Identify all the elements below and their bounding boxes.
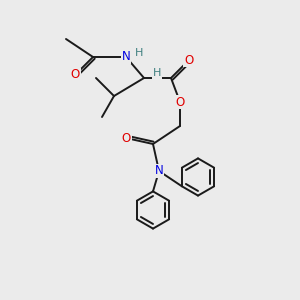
Text: N: N bbox=[154, 164, 164, 178]
Text: N: N bbox=[122, 50, 130, 64]
Text: O: O bbox=[70, 68, 80, 82]
Text: H: H bbox=[152, 68, 161, 79]
Text: O: O bbox=[176, 95, 184, 109]
Text: O: O bbox=[184, 53, 194, 67]
Text: O: O bbox=[122, 131, 130, 145]
Text: H: H bbox=[134, 47, 143, 58]
